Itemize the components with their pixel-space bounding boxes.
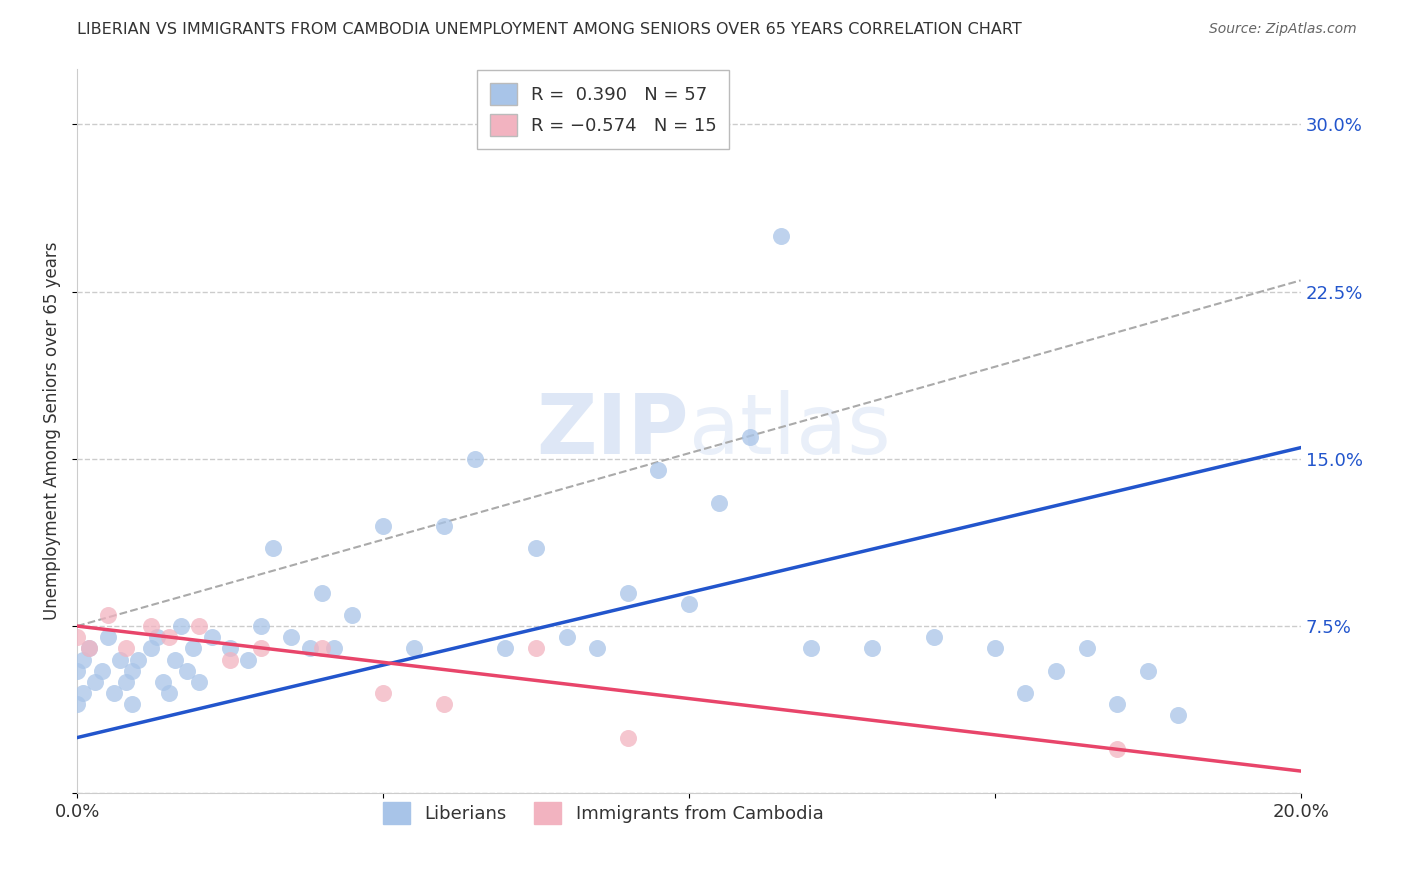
Point bbox=[262, 541, 284, 555]
Point bbox=[66, 630, 89, 644]
Point bbox=[188, 619, 211, 633]
Y-axis label: Unemployment Among Seniors over 65 years: Unemployment Among Seniors over 65 years bbox=[44, 242, 60, 620]
Point bbox=[1014, 686, 1036, 700]
Point bbox=[108, 652, 131, 666]
Point bbox=[433, 518, 456, 533]
Point bbox=[127, 652, 149, 666]
Point bbox=[616, 585, 638, 599]
Text: Source: ZipAtlas.com: Source: ZipAtlas.com bbox=[1209, 22, 1357, 37]
Point bbox=[586, 641, 609, 656]
Point bbox=[183, 641, 205, 656]
Point bbox=[72, 686, 94, 700]
Point bbox=[188, 674, 211, 689]
Point bbox=[79, 641, 101, 656]
Point bbox=[115, 674, 138, 689]
Point bbox=[103, 686, 125, 700]
Text: atlas: atlas bbox=[689, 391, 890, 472]
Point bbox=[524, 641, 547, 656]
Point bbox=[1107, 697, 1129, 711]
Point bbox=[311, 585, 333, 599]
Point bbox=[524, 541, 547, 555]
Point bbox=[1167, 708, 1189, 723]
Point bbox=[163, 652, 186, 666]
Point bbox=[72, 652, 94, 666]
Text: LIBERIAN VS IMMIGRANTS FROM CAMBODIA UNEMPLOYMENT AMONG SENIORS OVER 65 YEARS CO: LIBERIAN VS IMMIGRANTS FROM CAMBODIA UNE… bbox=[77, 22, 1022, 37]
Point bbox=[433, 697, 456, 711]
Point bbox=[616, 731, 638, 745]
Point bbox=[84, 674, 107, 689]
Point bbox=[402, 641, 425, 656]
Point bbox=[249, 619, 271, 633]
Point bbox=[494, 641, 516, 656]
Point bbox=[647, 463, 669, 477]
Point bbox=[1107, 741, 1129, 756]
Point bbox=[464, 451, 486, 466]
Point bbox=[769, 228, 792, 243]
Point bbox=[66, 697, 89, 711]
Point bbox=[157, 630, 180, 644]
Point bbox=[152, 674, 174, 689]
Point bbox=[249, 641, 271, 656]
Point bbox=[145, 630, 167, 644]
Point bbox=[298, 641, 321, 656]
Point bbox=[555, 630, 578, 644]
Point bbox=[678, 597, 700, 611]
Point bbox=[79, 641, 101, 656]
Point bbox=[219, 641, 242, 656]
Point bbox=[371, 518, 394, 533]
Point bbox=[800, 641, 823, 656]
Point bbox=[1136, 664, 1159, 678]
Point bbox=[342, 607, 364, 622]
Point bbox=[115, 641, 138, 656]
Point bbox=[1076, 641, 1098, 656]
Point bbox=[176, 664, 198, 678]
Point bbox=[323, 641, 346, 656]
Point bbox=[860, 641, 883, 656]
Point bbox=[201, 630, 224, 644]
Point bbox=[922, 630, 945, 644]
Point bbox=[139, 641, 162, 656]
Point bbox=[1045, 664, 1067, 678]
Point bbox=[709, 496, 731, 510]
Point bbox=[170, 619, 193, 633]
Point bbox=[97, 607, 120, 622]
Point bbox=[66, 664, 89, 678]
Point bbox=[311, 641, 333, 656]
Point bbox=[121, 664, 143, 678]
Point bbox=[984, 641, 1007, 656]
Point bbox=[219, 652, 242, 666]
Text: ZIP: ZIP bbox=[536, 391, 689, 472]
Point bbox=[371, 686, 394, 700]
Point bbox=[738, 429, 761, 443]
Point bbox=[157, 686, 180, 700]
Point bbox=[238, 652, 260, 666]
Point bbox=[97, 630, 120, 644]
Point bbox=[280, 630, 302, 644]
Point bbox=[121, 697, 143, 711]
Point bbox=[90, 664, 112, 678]
Legend: Liberians, Immigrants from Cambodia: Liberians, Immigrants from Cambodia bbox=[373, 791, 834, 835]
Point bbox=[139, 619, 162, 633]
